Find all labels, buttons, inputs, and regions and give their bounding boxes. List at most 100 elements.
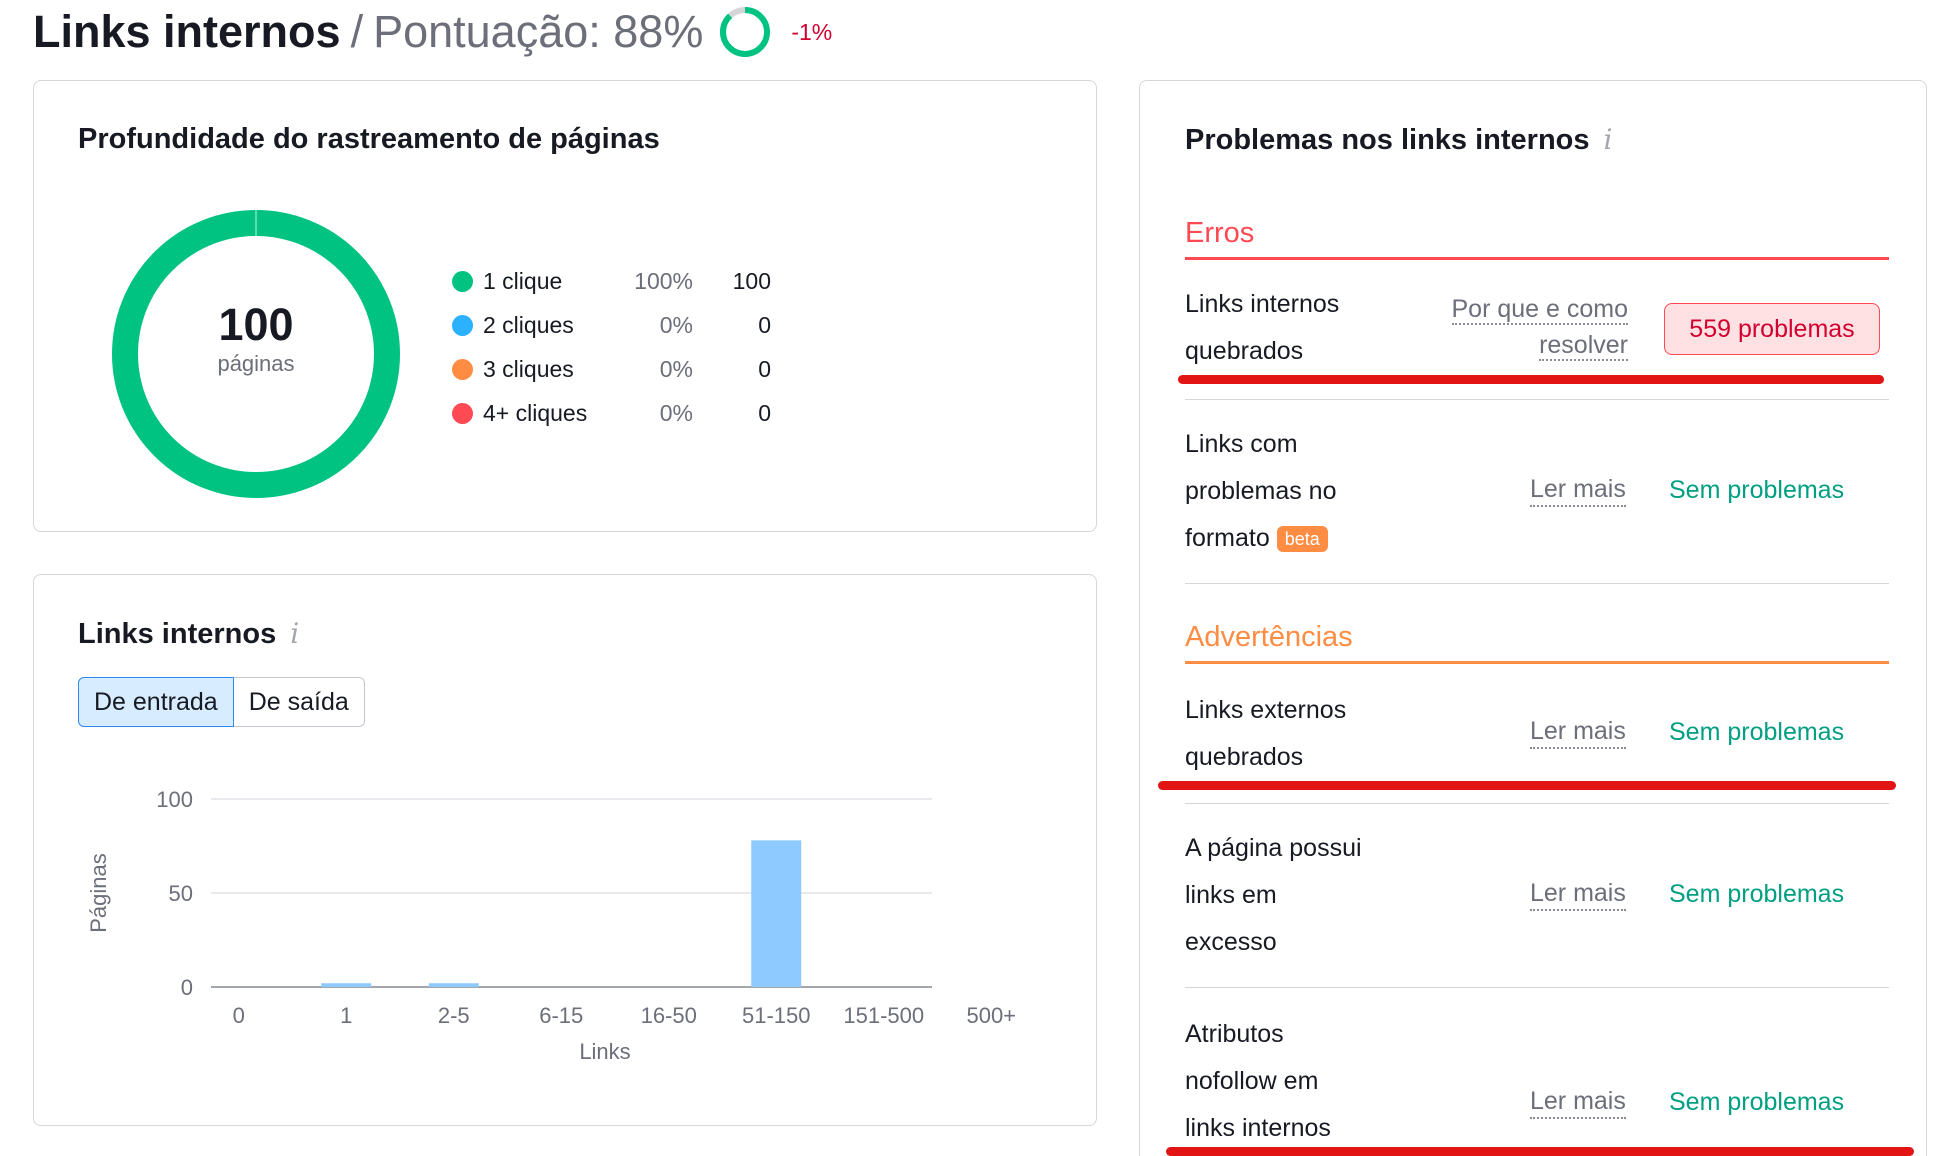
highlight-underline [1158,781,1896,790]
status-no-problems: Sem problemas [1669,880,1845,908]
row-divider [1185,399,1889,400]
row-label: Atributos nofollow em links internos [1185,1011,1331,1152]
chart-bar [751,840,802,987]
problems-title-text: Problemas nos links internos [1185,124,1590,156]
legend-item[interactable]: 3 cliques 0% 0 [452,347,771,391]
warnings-divider [1185,661,1889,664]
read-more-link[interactable]: Ler mais [1530,1085,1626,1119]
status-no-problems: Sem problemas [1669,1088,1845,1116]
row-label-line: quebrados [1185,743,1304,771]
y-tick-label: 50 [169,881,193,906]
legend-percent: 0% [659,399,693,426]
x-tick-label: 6-15 [539,1003,583,1028]
row-label-line: nofollow em [1185,1067,1319,1095]
score-text: Pontuação: 88% [373,6,704,57]
row-label-line: links em [1185,881,1277,909]
row-divider [1185,583,1889,584]
row-divider [1185,803,1889,804]
legend-label: 1 clique [483,267,563,294]
score-delta: -1% [791,18,833,45]
crawl-depth-card: Profundidade do rastreamento de páginas … [33,80,1097,532]
x-tick-label: 1 [340,1003,352,1028]
x-tick-label: 0 [233,1003,245,1028]
page-header: Links internos / Pontuação: 88% -1% [33,6,833,57]
crawl-depth-donut[interactable] [96,194,416,514]
x-tick-label: 151-500 [843,1003,924,1028]
errors-divider [1185,257,1889,260]
x-tick-label: 16-50 [641,1003,697,1028]
row-label-line: links internos [1185,1114,1331,1142]
legend-count: 100 [732,267,771,294]
internal-links-title: Links internos i [78,617,299,651]
errors-section-title: Erros [1185,217,1255,249]
x-axis-label: Links [579,1039,630,1064]
legend-item[interactable]: 2 cliques 0% 0 [452,303,771,347]
chart-bar [321,983,372,987]
score-ring-icon [720,7,771,57]
tab-outgoing[interactable]: De saída [233,677,365,727]
beta-badge: beta [1276,526,1328,553]
x-tick-label: 51-150 [742,1003,811,1028]
status-no-problems: Sem problemas [1669,476,1845,504]
x-tick-label: 500+ [966,1003,1016,1028]
row-label-line: excesso [1185,928,1277,956]
crawl-depth-title: Profundidade do rastreamento de páginas [78,123,660,155]
row-label-line: A página possui [1185,834,1362,862]
row-divider [1185,987,1889,988]
legend-count: 0 [758,311,771,338]
row-label: Links internos quebrados [1185,281,1339,375]
legend-item[interactable]: 4+ cliques 0% 0 [452,391,771,435]
chart-bar [428,983,479,987]
legend-percent: 100% [634,267,693,294]
legend-item[interactable]: 1 clique 100% 100 [452,259,771,303]
highlight-underline [1178,375,1884,384]
donut-total-label: páginas [217,351,295,376]
x-tick-label: 2-5 [438,1003,470,1028]
why-how-fix-link[interactable]: Por que e como resolver [1451,291,1628,363]
info-icon[interactable]: i [290,617,300,650]
row-label-line: Links externos [1185,696,1347,724]
internal-links-card: Links internos i De entrada De saída 0 50 1… [33,574,1097,1126]
row-label-line: problemas no [1185,477,1337,505]
read-more-link[interactable]: Ler mais [1530,715,1626,749]
y-axis-label: Páginas [86,853,111,933]
crawl-depth-legend: 1 clique 100% 100 2 cliques 0% 0 3 cliqu… [452,259,771,435]
row-label-line: Links com [1185,430,1298,458]
status-no-problems: Sem problemas [1669,718,1845,746]
title-separator: / [350,6,364,57]
legend-dot-icon [452,270,473,292]
page-title: Links internos [33,6,341,57]
legend-label: 2 cliques [483,311,574,338]
problems-title: Problemas nos links internos i [1185,123,1612,157]
link-line: Por que e como [1451,295,1628,325]
row-label: Links com problemas no formato beta [1185,421,1336,562]
legend-dot-icon [452,314,473,336]
legend-dot-icon [452,358,473,380]
problems-count-badge[interactable]: 559 problemas [1664,303,1880,355]
row-label-line: Atributos [1185,1020,1284,1048]
link-line: resolver [1539,331,1628,361]
read-more-link[interactable]: Ler mais [1530,473,1626,507]
info-icon[interactable]: i [1603,123,1613,156]
legend-dot-icon [452,402,473,424]
internal-links-title-text: Links internos [78,618,277,650]
links-bar-chart: 0 50 100 0 1 2-5 6-15 16-50 51-150 151-500 500+ Lin… [86,787,1016,1064]
row-label-line: quebrados [1185,337,1304,365]
read-more-link[interactable]: Ler mais [1530,877,1626,911]
warnings-section-title: Advertências [1185,621,1353,653]
legend-count: 0 [758,355,771,382]
row-label-line: Links internos [1185,290,1340,318]
direction-toggle: De entrada De saída [78,677,365,727]
tab-incoming[interactable]: De entrada [78,677,234,727]
legend-label: 3 cliques [483,355,574,382]
y-tick-label: 0 [181,975,193,1000]
row-label: Links externos quebrados [1185,687,1346,781]
y-tick-label: 100 [156,787,193,812]
row-label: A página possui links em excesso [1185,825,1362,966]
highlight-underline [1166,1147,1914,1156]
donut-total: 100 [218,299,294,350]
legend-percent: 0% [659,355,693,382]
row-label-text: formato [1185,524,1270,552]
legend-percent: 0% [659,311,693,338]
row-label-line: formato beta [1185,515,1336,562]
